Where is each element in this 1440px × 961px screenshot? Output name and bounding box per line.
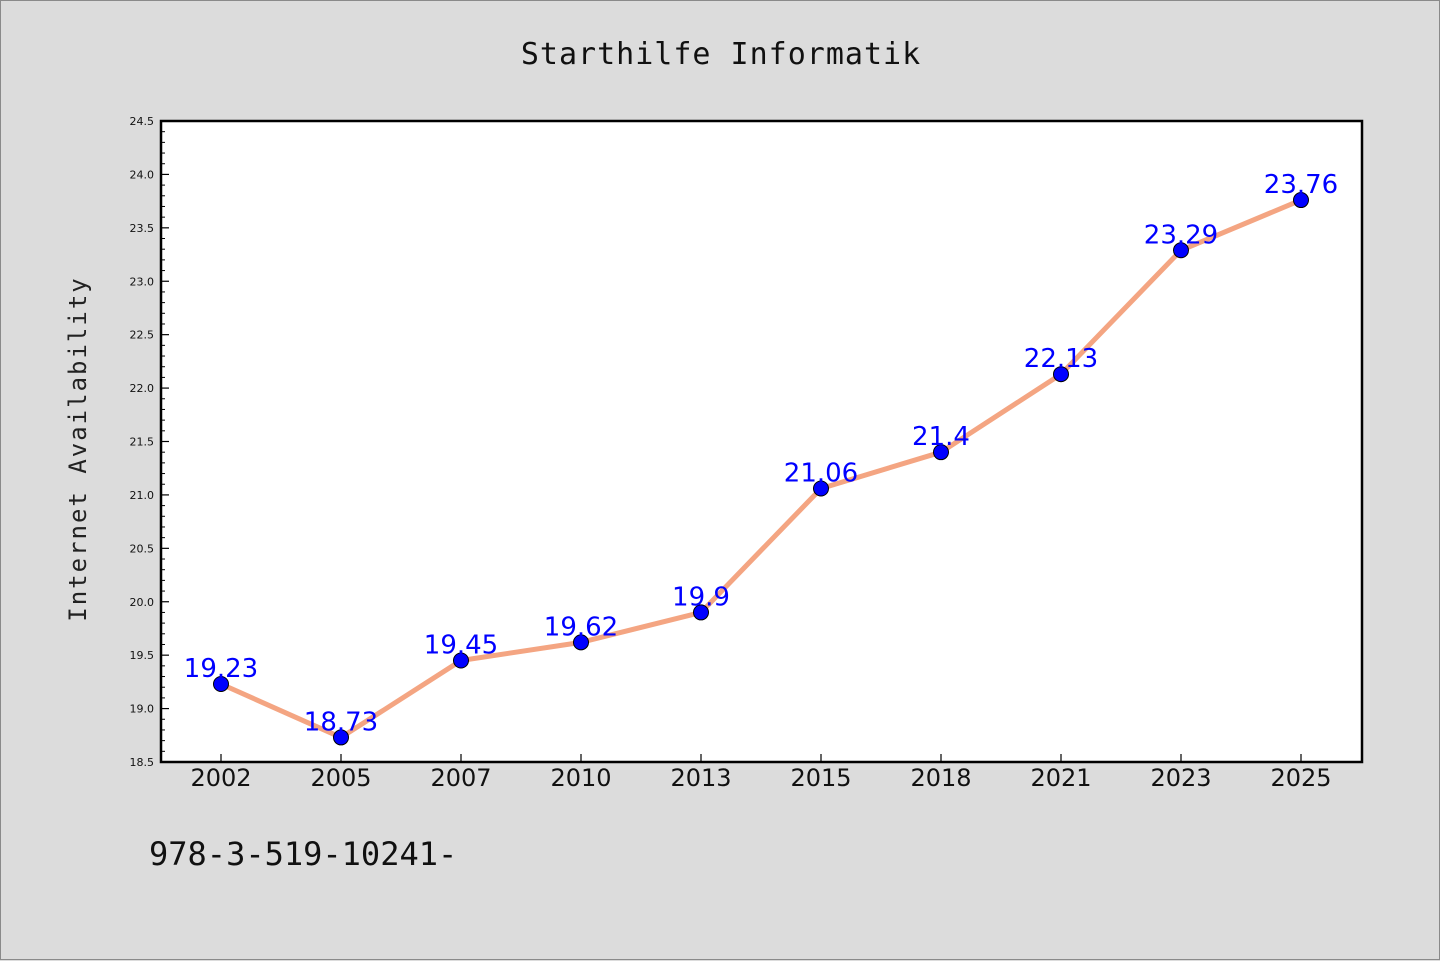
y-tick-label: 20.5 (130, 542, 155, 555)
data-label: 23.76 (1264, 170, 1338, 200)
y-tick-label: 24.0 (130, 168, 155, 181)
y-tick-label: 18.5 (130, 756, 155, 769)
series-line (219, 197, 1302, 740)
data-label: 19.23 (184, 654, 258, 684)
data-point (333, 729, 349, 746)
y-tick-label: 23.0 (130, 275, 155, 288)
x-tick-label: 2002 (190, 764, 251, 792)
y-tick-label: 21.0 (130, 489, 155, 502)
data-point (1293, 192, 1309, 209)
data-label: 18.73 (304, 707, 378, 737)
y-tick-label: 22.0 (130, 382, 155, 395)
y-tick-label: 22.5 (130, 329, 155, 342)
y-axis: 18.5 19.0 19.5 20.0 20.5 21.0 21.5 22.0 22.5 23.0… (130, 115, 169, 769)
chart-title: Starthilfe Informatik (521, 37, 921, 72)
data-label: 21.06 (784, 459, 858, 489)
x-axis: 2002 2005 2007 2010 2013 2015 2018 2021 2023 2025 (190, 754, 1332, 792)
data-label: 22.13 (1024, 344, 1098, 374)
x-tick-label: 2013 (670, 764, 731, 792)
data-label: 19.9 (672, 582, 730, 612)
data-label: 19.45 (424, 631, 498, 661)
data-point (693, 604, 709, 621)
data-point (933, 444, 949, 461)
y-tick-label: 24.5 (130, 115, 155, 128)
x-tick-label: 2015 (790, 764, 851, 792)
x-tick-label: 2018 (910, 764, 971, 792)
y-tick-label: 20.0 (130, 596, 155, 609)
x-tick-label: 2021 (1030, 764, 1091, 792)
y-tick-label: 19.5 (130, 649, 155, 662)
x-tick-label: 2025 (1270, 764, 1331, 792)
y-tick-label: 23.5 (130, 222, 155, 235)
plot-area (159, 119, 1364, 764)
data-label: 23.29 (1144, 220, 1218, 250)
x-tick-label: 2007 (430, 764, 491, 792)
series-group: 19.23 18.73 19.45 19.62 19.9 21.06 21.4 22.13 23… (184, 170, 1338, 746)
data-point (1053, 366, 1069, 383)
x-tick-label: 2023 (1150, 764, 1211, 792)
y-axis-label: Internet Availability (64, 276, 92, 621)
data-point (453, 652, 469, 669)
data-point (573, 634, 589, 651)
data-point (213, 676, 229, 693)
x-tick-label: 2010 (550, 764, 611, 792)
data-label: 19.62 (544, 612, 618, 642)
footer-isbn: 978-3-519-10241- (149, 835, 457, 873)
data-point (1173, 242, 1189, 259)
y-tick-label: 19.0 (130, 703, 155, 716)
data-point (813, 480, 829, 497)
x-tick-label: 2005 (310, 764, 371, 792)
y-tick-label: 21.5 (130, 436, 155, 449)
data-label: 21.4 (912, 422, 970, 452)
